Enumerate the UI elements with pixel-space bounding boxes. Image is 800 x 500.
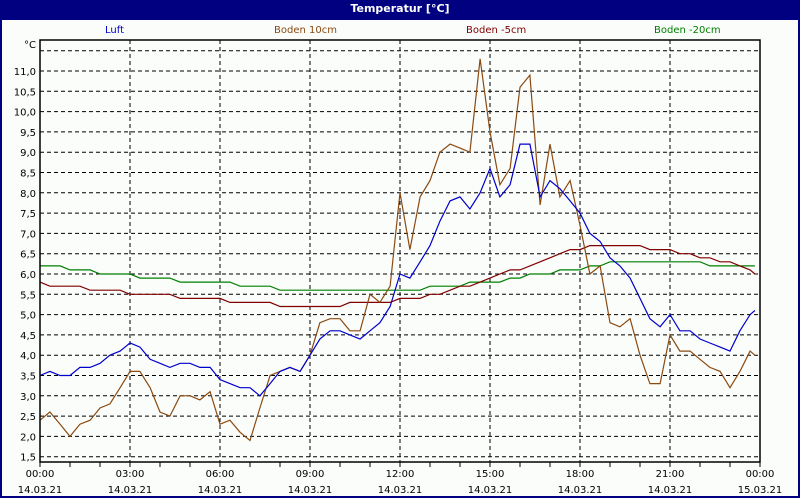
- x-tick-date: 14.03.21: [18, 485, 63, 496]
- x-tick-time: 15:00: [476, 469, 505, 480]
- legend-boden-10cm: Boden 10cm: [274, 25, 337, 36]
- x-tick-date: 14.03.21: [108, 485, 153, 496]
- x-tick-time: 21:00: [656, 469, 685, 480]
- y-tick-label: 7,0: [20, 229, 36, 240]
- series-line-boden-20cm: [40, 261, 755, 291]
- y-tick-label: 5,0: [20, 311, 36, 322]
- grid-lines: [40, 40, 760, 462]
- legend-boden-minus5cm: Boden -5cm: [466, 25, 526, 36]
- legend-label: Boden 10cm: [274, 25, 337, 36]
- y-tick-label: 1,5: [20, 453, 36, 464]
- series-line-luft: [39, 143, 756, 397]
- y-tick-label: 7,5: [20, 209, 36, 220]
- y-tick-label: 4,0: [20, 351, 36, 362]
- y-tick-label: 8,5: [20, 169, 36, 180]
- legend-label: Boden -5cm: [466, 25, 527, 36]
- x-tick-time: 03:00: [116, 469, 145, 480]
- x-tick-date: 14.03.21: [198, 485, 243, 496]
- y-tick-label: 2,0: [20, 432, 36, 443]
- y-tick-label: 4,5: [20, 331, 36, 342]
- x-tick-date: 14.03.21: [378, 485, 423, 496]
- y-tick-label: 8,0: [20, 189, 36, 200]
- y-tick-label: 11,0: [14, 67, 36, 78]
- x-tick-time: 06:00: [206, 469, 235, 480]
- x-tick-date: 15.03.21: [738, 485, 783, 496]
- window-title: Temperatur [°C]: [0, 0, 800, 20]
- series-line-boden-10cm: [39, 58, 756, 442]
- x-tick-time: 00:00: [26, 469, 55, 480]
- y-axis: °C 11,0 10,5 10,0 9,5 9,0 8,5 8,0 7,5 7,0 6,5 6,0 5,…: [14, 40, 36, 464]
- y-tick-label: 10,5: [14, 87, 36, 98]
- x-tick-time: 18:00: [566, 469, 595, 480]
- y-tick-label: 2,5: [20, 412, 36, 423]
- y-tick-label: 3,5: [20, 372, 36, 383]
- legend-label: Boden -20cm: [654, 25, 721, 36]
- x-tick-date: 14.03.21: [648, 485, 693, 496]
- y-axis-unit: °C: [24, 40, 36, 51]
- x-tick-date: 14.03.21: [558, 485, 603, 496]
- legend-luft: Luft: [105, 25, 124, 36]
- y-tick-label: 5,5: [20, 290, 36, 301]
- x-tick-date: 14.03.21: [468, 485, 513, 496]
- x-axis: 00:00 14.03.21 03:00 14.03.21 06:00 14.03.21 0…: [18, 462, 783, 496]
- x-tick-time: 12:00: [386, 469, 415, 480]
- x-tick-time: 00:00: [746, 469, 775, 480]
- y-tick-label: 9,5: [20, 128, 36, 139]
- x-tick-date: 14.03.21: [288, 485, 333, 496]
- y-tick-label: 6,5: [20, 250, 36, 261]
- legend-label: Luft: [105, 25, 124, 36]
- legend-boden-minus20cm: Boden -20cm: [654, 25, 721, 36]
- y-tick-label: 10,0: [14, 108, 36, 119]
- y-tick-label: 3,0: [20, 392, 36, 403]
- x-tick-time: 09:00: [296, 469, 325, 480]
- y-tick-label: 9,0: [20, 148, 36, 159]
- data-series: [39, 58, 756, 442]
- series-line-boden-5cm: [39, 245, 756, 308]
- y-tick-label: 6,0: [20, 270, 36, 281]
